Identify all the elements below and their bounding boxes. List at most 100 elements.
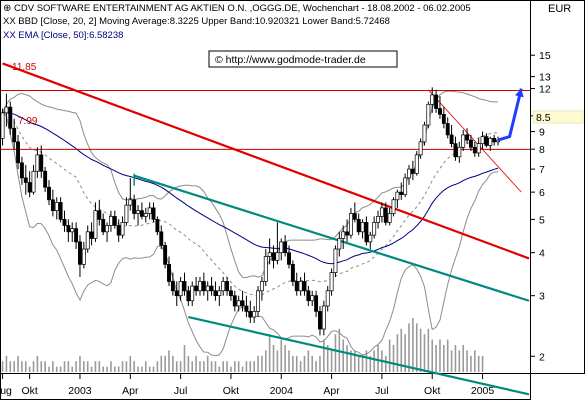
candle-body — [310, 295, 315, 302]
trend-lines — [2, 62, 530, 396]
candle — [43, 166, 48, 193]
candle-body — [302, 281, 307, 292]
candle-body — [410, 168, 415, 174]
horizontal-levels — [1, 89, 530, 150]
candle-body — [267, 252, 272, 257]
candle — [302, 272, 307, 296]
candle-body — [348, 213, 353, 236]
price-tick-label: 5 — [539, 214, 545, 226]
candle-body — [232, 295, 237, 307]
candle — [379, 202, 384, 223]
candle — [279, 238, 284, 261]
candle — [399, 182, 404, 200]
candle-body — [306, 290, 311, 302]
candle — [472, 141, 477, 157]
candle-body — [476, 143, 481, 154]
time-tick-label: Apr — [122, 385, 139, 397]
candle-body — [209, 285, 214, 292]
candle-body — [217, 290, 222, 297]
time-tick-label: Okt — [223, 385, 239, 397]
candle — [418, 138, 423, 159]
candle-body — [434, 94, 439, 109]
price-tick-label: 9 — [539, 127, 545, 139]
candle — [23, 164, 28, 195]
candle — [434, 89, 439, 113]
candle-body — [368, 234, 373, 243]
candle — [271, 245, 276, 269]
candle-body — [12, 127, 17, 143]
candle — [438, 96, 442, 119]
candle-body — [263, 256, 268, 282]
candle — [244, 295, 249, 318]
candle — [318, 305, 322, 336]
price-tick-label: 8 — [539, 144, 545, 156]
candle — [480, 131, 485, 150]
candle-body — [62, 219, 67, 226]
candle-body — [298, 281, 303, 292]
candle-body — [387, 213, 392, 223]
candle — [465, 128, 470, 144]
candle — [143, 207, 148, 223]
title-icon: ⊕ — [3, 3, 11, 14]
candle — [476, 138, 481, 157]
ema-line — [2, 112, 499, 265]
candle-body — [461, 134, 466, 148]
candle — [78, 235, 82, 277]
candle — [27, 171, 32, 198]
candle-body — [333, 248, 338, 274]
candle — [232, 290, 237, 312]
candle-body — [205, 285, 210, 292]
volume-bars — [1, 318, 484, 372]
candle-body — [105, 225, 110, 233]
candle-body — [213, 290, 218, 297]
candle-body — [376, 216, 380, 223]
level-label-upper: 11.85 — [12, 62, 37, 73]
candle-body — [422, 124, 427, 143]
candle — [132, 194, 137, 220]
candle-body — [399, 191, 404, 195]
candle-body — [488, 137, 493, 146]
candle — [445, 117, 450, 139]
candle-body — [89, 231, 94, 239]
candle — [468, 134, 473, 152]
candle — [290, 260, 295, 287]
candle-body — [221, 281, 226, 292]
candle-body — [294, 281, 299, 292]
candle — [407, 164, 411, 185]
candle — [120, 216, 125, 239]
time-tick-label: 2005 — [471, 385, 495, 397]
candle-body — [418, 141, 423, 156]
candle-body — [159, 231, 164, 246]
forecast-arrow — [497, 88, 524, 142]
candle-body — [256, 290, 260, 312]
time-axis: Aug Okt 2003 Apr Jul Okt 2004 Apr Jul Okt 2005 — [0, 374, 494, 397]
candle-body — [108, 216, 113, 226]
candle-body — [151, 207, 156, 220]
candle — [461, 129, 466, 152]
candle-body — [228, 290, 233, 297]
candle — [337, 231, 342, 257]
bollinger-middle-band — [2, 109, 499, 296]
candle-body — [403, 177, 408, 195]
candle — [422, 121, 427, 146]
candle-body — [279, 241, 284, 254]
candle-body — [167, 264, 171, 282]
candle-body — [132, 199, 137, 214]
candle — [112, 210, 117, 229]
candle — [341, 225, 346, 250]
candle-body — [453, 143, 458, 158]
price-tick-label: 7 — [539, 164, 545, 176]
candle-body — [39, 154, 44, 172]
candle — [70, 222, 75, 242]
candle-body — [163, 245, 168, 265]
candle — [287, 245, 291, 269]
candle — [294, 272, 299, 296]
candle — [201, 272, 206, 296]
candle — [217, 286, 222, 306]
candle — [356, 213, 361, 236]
candle-body — [136, 210, 140, 214]
time-tick-label: Okt — [424, 385, 440, 397]
candle-body — [244, 305, 249, 312]
candle-body — [259, 281, 264, 292]
candle-body — [66, 225, 71, 233]
